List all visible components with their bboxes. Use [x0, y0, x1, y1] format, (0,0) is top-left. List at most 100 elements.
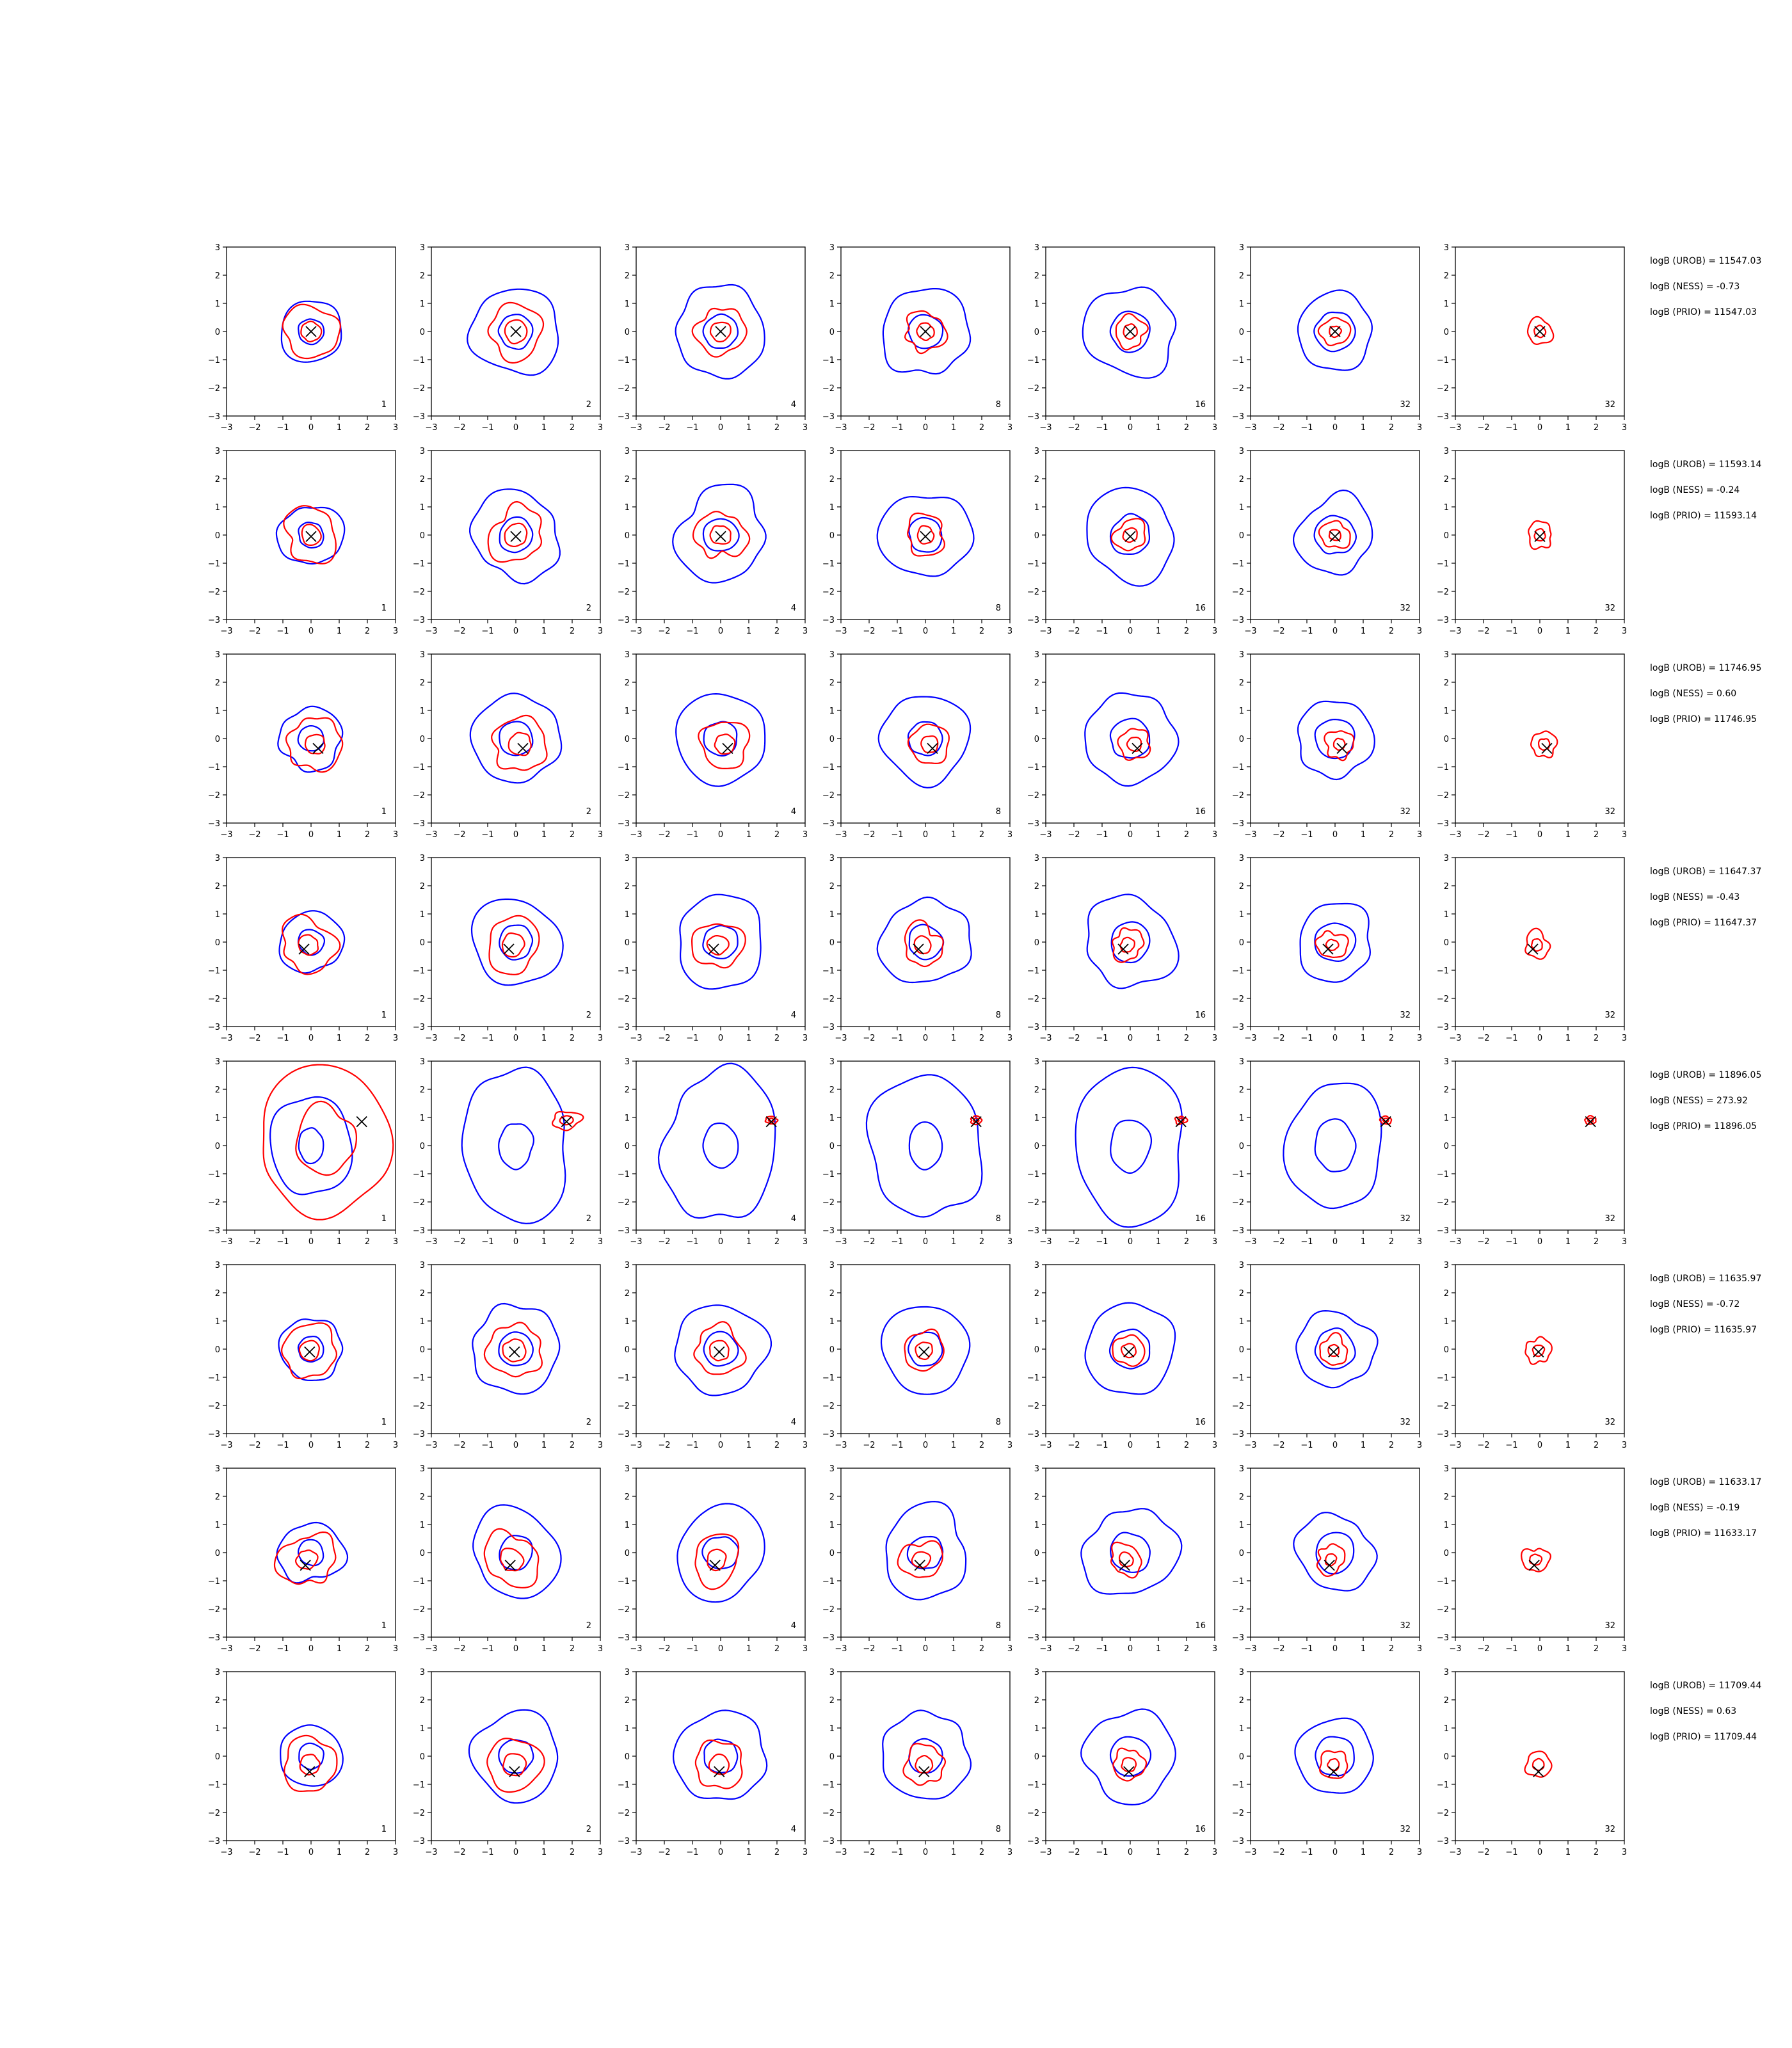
- x-tick-label: 1: [1156, 1848, 1161, 1857]
- panel-plot-area: [674, 1304, 772, 1396]
- y-tick-label: 3: [1239, 1261, 1244, 1270]
- true-value-marker: [1534, 531, 1546, 542]
- red-contour-level-2: [692, 511, 751, 559]
- row-notes-r4: logB (UROB) = 11647.37 logB (NESS) = -0.4…: [1650, 867, 1761, 928]
- x-tick-label: 2: [1389, 1441, 1394, 1450]
- x-tick-label: 3: [803, 1034, 808, 1043]
- panel-plot-area: [1082, 286, 1177, 379]
- x-tick-label: −2: [1477, 1034, 1489, 1043]
- y-tick-label: −1: [413, 1577, 425, 1587]
- x-tick-label: −3: [1449, 1644, 1461, 1654]
- x-tick-label: −2: [863, 830, 875, 840]
- blue-contour-level-1: [1314, 1118, 1357, 1172]
- x-tick-label: 1: [541, 830, 547, 840]
- x-tick-label: 1: [1361, 1848, 1366, 1857]
- x-tick-label: −1: [1300, 627, 1313, 636]
- x-tick-label: 1: [1156, 1644, 1161, 1654]
- x-tick-label: 0: [1332, 1034, 1338, 1043]
- x-tick-label: −3: [425, 1644, 437, 1654]
- x-tick-label: 0: [308, 1237, 314, 1247]
- y-tick-label: 3: [1444, 447, 1449, 456]
- y-tick-label: 0: [829, 1345, 835, 1355]
- true-value-marker: [356, 1116, 367, 1128]
- y-tick-label: −2: [1437, 384, 1449, 394]
- x-tick-label: −3: [1244, 1237, 1256, 1247]
- x-tick-label: 1: [337, 1644, 342, 1654]
- y-tick-label: 0: [625, 1549, 630, 1558]
- y-tick-label: −1: [822, 356, 835, 365]
- y-tick-label: 1: [215, 503, 220, 513]
- red-contour-level-2: [282, 303, 341, 360]
- blue-contour-level-2: [880, 1306, 971, 1395]
- y-tick-label: 3: [215, 243, 220, 253]
- true-value-marker: [1527, 943, 1539, 955]
- red-contour-level-1: [504, 319, 528, 345]
- blue-contour-level-1: [1314, 1327, 1356, 1370]
- x-tick-label: −2: [1068, 627, 1080, 636]
- y-tick-label: 3: [1239, 1668, 1244, 1677]
- blue-contour-level-1: [906, 1535, 944, 1570]
- y-tick-label: 2: [420, 1289, 425, 1299]
- y-tick-label: 3: [829, 650, 835, 660]
- panel-annotation: 32: [1604, 1214, 1615, 1224]
- y-tick-label: 1: [829, 503, 835, 513]
- y-tick-label: −3: [618, 1023, 630, 1032]
- y-tick-label: 3: [215, 1464, 220, 1474]
- y-tick-label: −1: [1027, 559, 1039, 569]
- y-tick-label: −2: [413, 588, 425, 597]
- panel-annotation: 2: [586, 807, 591, 817]
- red-contour-level-1: [298, 934, 319, 956]
- panel-annotation: 32: [1604, 1418, 1615, 1427]
- y-tick-label: 2: [1444, 475, 1449, 484]
- panel-r7-c3: −3 −2 −1 0 1 2 3 3 2 1 0 −1 −2 −3 4: [618, 1464, 808, 1654]
- y-tick-label: 1: [420, 300, 425, 309]
- y-tick-label: 2: [1034, 678, 1039, 688]
- blue-contour-level-1: [1109, 513, 1150, 555]
- x-tick-label: 0: [1332, 1441, 1338, 1450]
- x-tick-label: −2: [863, 1237, 875, 1247]
- y-tick-label: −3: [1437, 616, 1449, 625]
- red-contour-level-2: [280, 1322, 338, 1380]
- blue-contour-level-2: [675, 284, 765, 380]
- y-tick-label: −3: [1027, 616, 1039, 625]
- y-tick-label: 2: [1034, 1085, 1039, 1095]
- y-tick-label: 2: [829, 678, 835, 688]
- red-contour-level-1: [1121, 1757, 1137, 1772]
- x-tick-label: 1: [951, 1034, 956, 1043]
- x-tick-label: −3: [835, 1848, 847, 1857]
- blue-contour-level-2: [467, 288, 559, 376]
- y-tick-label: −2: [822, 791, 835, 801]
- red-contour-level-1: [911, 1551, 932, 1569]
- blue-contour-level-1: [703, 1331, 739, 1367]
- y-tick-label: 1: [215, 1521, 220, 1530]
- x-tick-label: 2: [365, 1644, 370, 1654]
- panel-annotation: 16: [1195, 1214, 1206, 1224]
- x-tick-label: 2: [1594, 1034, 1599, 1043]
- x-tick-label: −3: [1449, 1237, 1461, 1247]
- red-contour-level-1: [508, 732, 532, 756]
- row-note-line-1: logB (UROB) = 11709.44: [1650, 1681, 1761, 1691]
- panel-r7-c1: −3 −2 −1 0 1 2 3 3 2 1 0 −1 −2 −3 1: [208, 1464, 398, 1654]
- y-tick-label: −1: [413, 356, 425, 365]
- x-tick-label: 1: [951, 1441, 956, 1450]
- true-value-marker: [970, 1116, 982, 1128]
- x-tick-label: 2: [365, 1848, 370, 1857]
- blue-contour-level-1: [498, 1123, 535, 1171]
- y-tick-label: 3: [1239, 447, 1244, 456]
- x-tick-label: −3: [425, 627, 437, 636]
- y-tick-label: −3: [1027, 1226, 1039, 1236]
- y-tick-label: 0: [1034, 1752, 1039, 1762]
- x-tick-label: 0: [718, 1237, 723, 1247]
- x-tick-label: −2: [1477, 1644, 1489, 1654]
- panel-annotation: 16: [1195, 604, 1206, 613]
- blue-contour-level-2: [468, 488, 561, 585]
- y-tick-label: 2: [1239, 1289, 1244, 1299]
- x-tick-label: 3: [1212, 1034, 1217, 1043]
- panel-r8-c2: −3 −2 −1 0 1 2 3 3 2 1 0 −1 −2 −3 2: [413, 1668, 603, 1857]
- true-value-marker: [1175, 1116, 1187, 1128]
- y-tick-label: −3: [822, 616, 835, 625]
- y-tick-label: −2: [1027, 995, 1039, 1004]
- x-tick-label: −3: [630, 1848, 642, 1857]
- panel-plot-area: [882, 288, 972, 375]
- y-tick-label: −3: [1027, 819, 1039, 829]
